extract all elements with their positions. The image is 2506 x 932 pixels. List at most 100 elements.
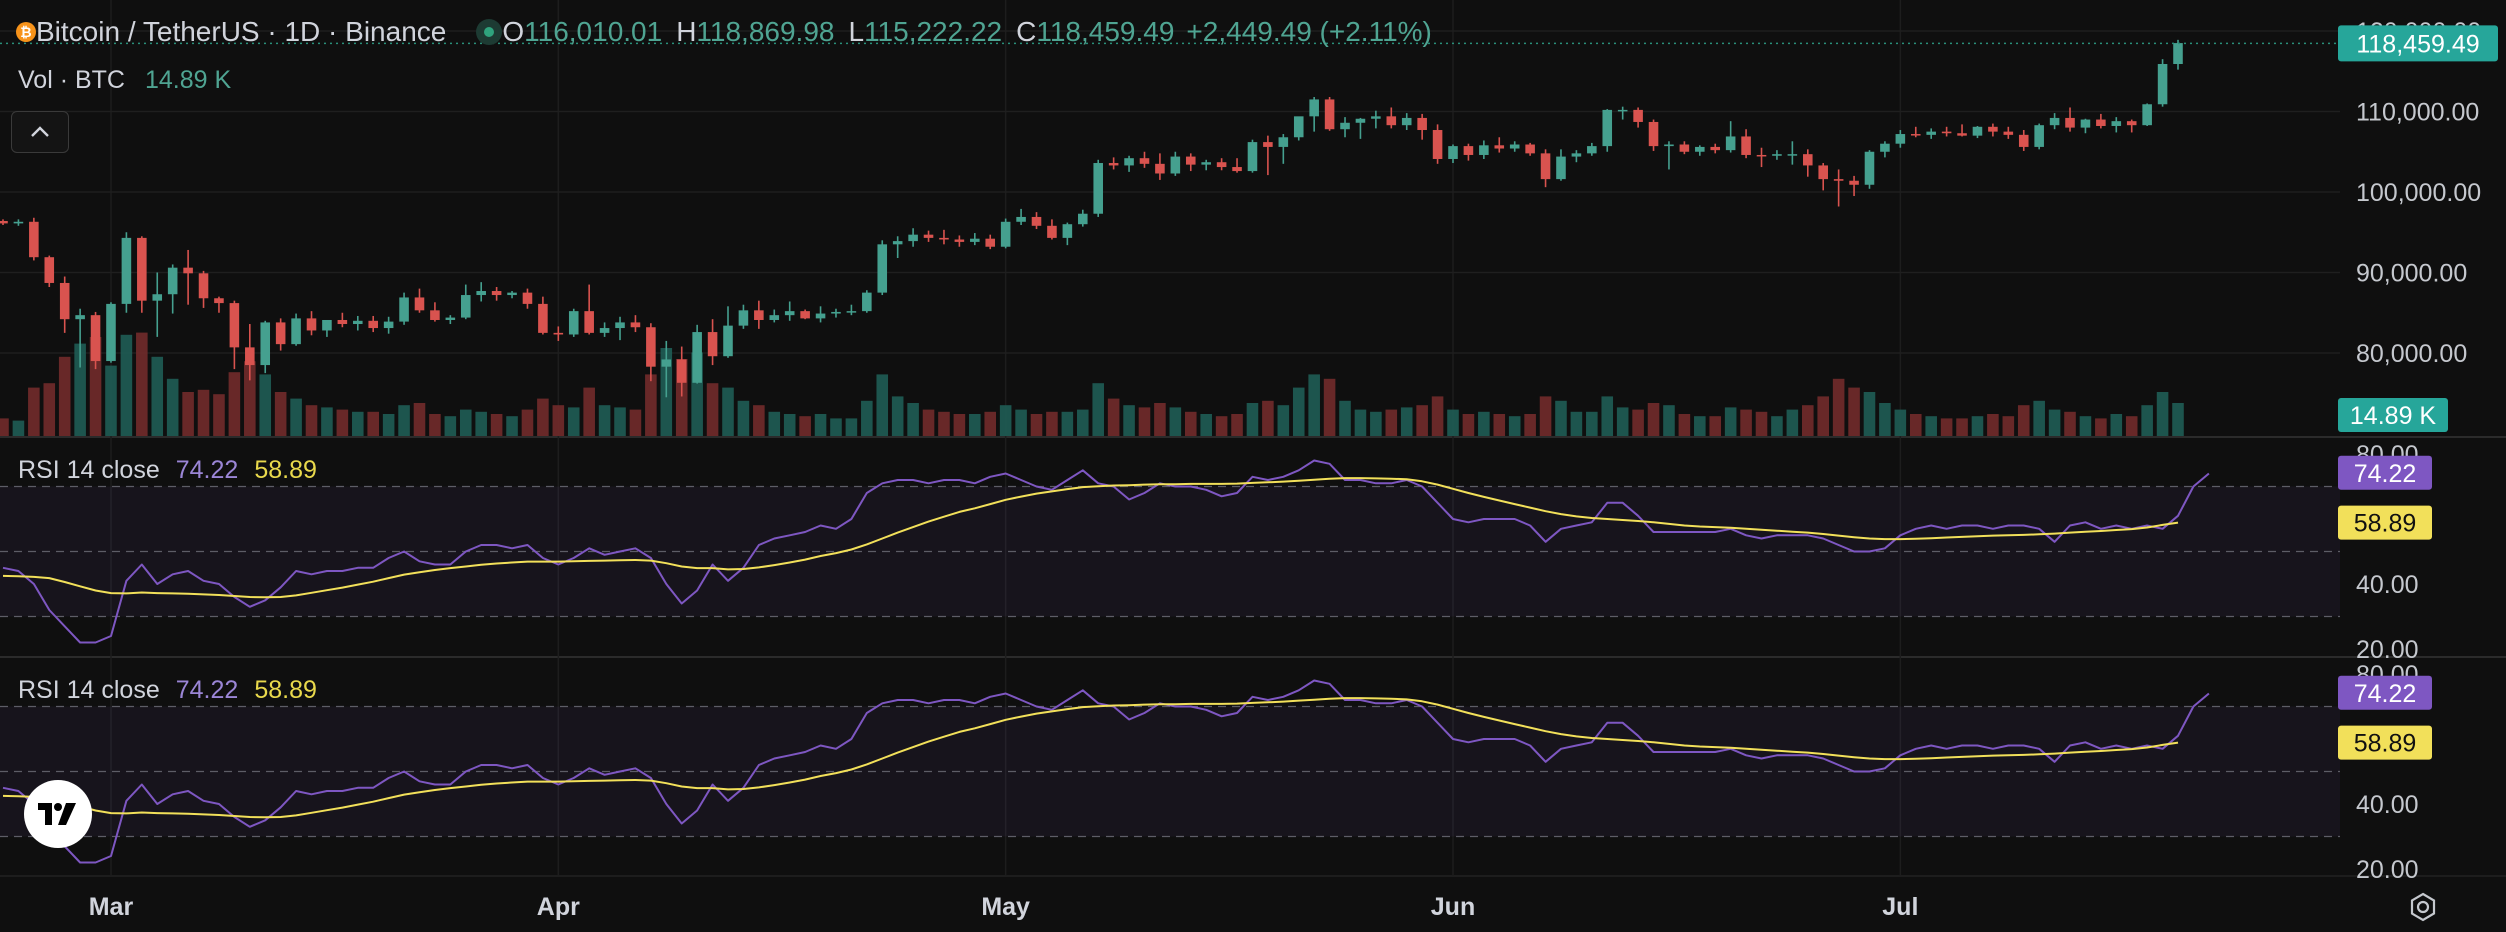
time-axis-label: Jun — [1431, 893, 1475, 921]
candle-body — [1926, 131, 1936, 135]
volume-bar — [2110, 414, 2123, 436]
volume-bar — [953, 414, 966, 436]
rsi-ma-badge — [2338, 505, 2432, 540]
candle-body — [1741, 136, 1751, 155]
rsi-legend-2[interactable]: RSI 14 close 74.22 58.89 — [18, 676, 317, 705]
volume-bar — [876, 374, 889, 436]
candle-body — [1139, 158, 1150, 164]
volume-bar — [1925, 416, 1937, 436]
candle-body — [892, 241, 903, 245]
candle-body — [1710, 146, 1721, 151]
price-tick-label: 110,000.00 — [2356, 99, 2479, 127]
ohlc-low-label: L — [848, 16, 865, 47]
volume-bar — [490, 414, 503, 436]
rsi-tick-label: 40.00 — [2356, 791, 2419, 819]
rsi-ma-badge-text: 58.89 — [2354, 730, 2417, 758]
volume-bar — [598, 405, 611, 436]
volume-bar — [367, 411, 379, 436]
candle-body — [2142, 104, 2152, 126]
volume-bar — [1123, 405, 1135, 436]
candle-body — [584, 311, 594, 333]
candle-body — [1031, 216, 1042, 226]
volume-bar — [1601, 396, 1614, 436]
ohlc-high-label: H — [676, 16, 697, 47]
volume-bar — [1200, 414, 1212, 436]
candle-body — [2126, 121, 2137, 126]
volume-bar — [691, 352, 703, 436]
candle-body — [831, 311, 841, 314]
candle-body — [2003, 131, 2014, 135]
candle-body — [661, 359, 672, 367]
volume-bar — [2064, 411, 2076, 436]
volume-bar — [213, 394, 225, 436]
candle-body — [245, 347, 255, 366]
volume-badge-text: 14.89 K — [2350, 402, 2437, 430]
chevron-up-icon — [31, 126, 49, 137]
candle-body — [1864, 151, 1875, 185]
candle-body — [1818, 165, 1828, 180]
candle-body — [460, 295, 471, 318]
candle-body — [939, 237, 949, 240]
volume-bar — [907, 403, 919, 436]
candle-body — [692, 332, 702, 383]
volume-bar — [1678, 414, 1691, 436]
volume-value: 14.89 K — [144, 66, 232, 94]
volume-bar — [999, 405, 1012, 436]
volume-bar — [151, 356, 164, 436]
volume-bar — [475, 411, 487, 436]
volume-label: Vol · BTC — [18, 66, 125, 94]
volume-bar — [1694, 416, 1706, 436]
ohlc-close-value: 118,459.49 — [1036, 16, 1175, 47]
ohlc-close-label: C — [1016, 16, 1037, 47]
volume-bar — [1493, 414, 1506, 436]
rsi-ma-badge-text: 58.89 — [2354, 510, 2417, 538]
volume-bar — [28, 387, 40, 436]
candle-body — [229, 303, 240, 348]
symbol-title[interactable]: Bitcoin / TetherUS · 1D · Binance — [36, 16, 447, 47]
volume-bar — [583, 387, 595, 436]
candle-body — [877, 244, 888, 293]
volume-bar — [444, 416, 457, 436]
rsi-legend-1[interactable]: RSI 14 close 74.22 58.89 — [18, 456, 317, 485]
candle-body — [2173, 43, 2183, 65]
volume-bar — [799, 416, 811, 436]
candle-body — [275, 322, 286, 345]
volume-bar — [352, 411, 364, 436]
tradingview-logo-icon[interactable] — [24, 780, 92, 848]
volume-bar — [459, 409, 472, 436]
collapse-legend-button[interactable] — [11, 111, 69, 153]
candle-body — [1201, 162, 1211, 165]
candle-body — [337, 319, 348, 325]
candle-body — [1648, 121, 1659, 147]
candle-body — [121, 237, 132, 304]
rsi-value-badge — [2338, 675, 2432, 710]
candle-body — [13, 221, 24, 224]
volume-bar — [274, 392, 287, 436]
candle-body — [1417, 117, 1427, 131]
volume-legend[interactable]: Vol · BTC 14.89 K — [18, 66, 231, 95]
symbol-legend[interactable]: ₿ Bitcoin / TetherUS · 1D · Binance O 11… — [16, 16, 1432, 48]
volume-bar — [1478, 411, 1490, 436]
volume-bar — [0, 418, 9, 436]
candle-body — [2157, 64, 2168, 105]
candle-body — [568, 311, 579, 335]
candle-body — [1587, 146, 1597, 154]
candle-body — [522, 292, 533, 304]
candle-body — [1247, 142, 1258, 172]
candle-body — [2049, 117, 2060, 126]
candle-body — [59, 282, 70, 320]
volume-bar — [1940, 418, 1953, 436]
rsi-value-badge — [2338, 455, 2432, 490]
volume-bar — [182, 392, 194, 436]
settings-gear-icon[interactable] — [2408, 892, 2438, 922]
candle-body — [137, 237, 147, 301]
candle-body — [1556, 156, 1566, 180]
candle-body — [1371, 116, 1381, 119]
candle-body — [1016, 216, 1026, 222]
candle-body — [353, 320, 363, 325]
ohlc-change: +2,449.49 (+2.11%) — [1186, 16, 1432, 47]
candle-body — [1124, 158, 1134, 166]
volume-bar — [1832, 378, 1845, 436]
candle-body — [553, 332, 564, 335]
